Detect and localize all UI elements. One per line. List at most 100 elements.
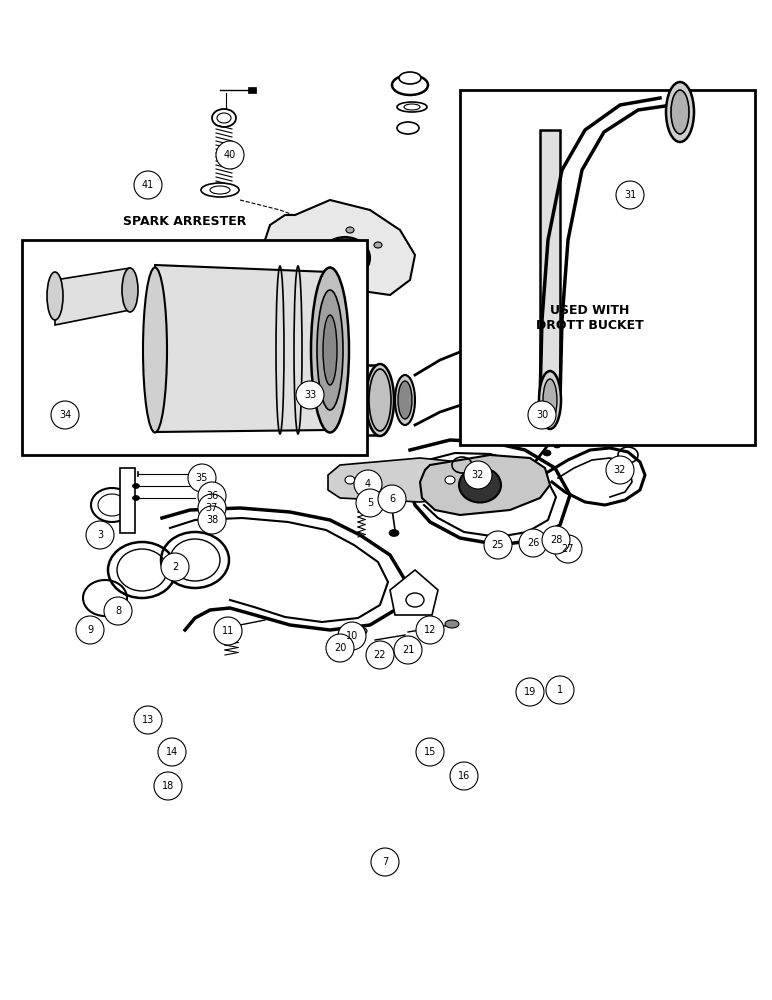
Ellipse shape <box>217 113 231 123</box>
Circle shape <box>450 762 478 790</box>
Circle shape <box>134 171 162 199</box>
Circle shape <box>51 401 79 429</box>
Circle shape <box>326 634 354 662</box>
Text: 2: 2 <box>172 562 178 572</box>
Text: 33: 33 <box>304 390 316 400</box>
Polygon shape <box>420 455 550 515</box>
Ellipse shape <box>143 267 167 432</box>
Ellipse shape <box>445 476 455 484</box>
Circle shape <box>134 706 162 734</box>
Text: USED WITH
DROTT BUCKET: USED WITH DROTT BUCKET <box>536 304 644 332</box>
Circle shape <box>554 535 582 563</box>
Ellipse shape <box>366 364 394 436</box>
Ellipse shape <box>317 290 343 410</box>
Text: 3: 3 <box>97 530 103 540</box>
Ellipse shape <box>201 183 239 197</box>
Circle shape <box>378 485 406 513</box>
Circle shape <box>216 141 244 169</box>
Text: 19: 19 <box>524 687 536 697</box>
Ellipse shape <box>397 122 419 134</box>
Bar <box>460 90 755 445</box>
Ellipse shape <box>543 450 551 456</box>
Circle shape <box>546 676 574 704</box>
Text: 34: 34 <box>59 410 71 420</box>
Text: 30: 30 <box>536 410 548 420</box>
Circle shape <box>198 506 226 534</box>
Ellipse shape <box>122 268 138 312</box>
Ellipse shape <box>212 109 236 127</box>
Ellipse shape <box>392 75 428 95</box>
Ellipse shape <box>369 369 391 431</box>
Circle shape <box>519 529 547 557</box>
Circle shape <box>542 526 570 554</box>
Text: 28: 28 <box>550 535 562 545</box>
Ellipse shape <box>320 237 370 279</box>
Text: 11: 11 <box>222 626 234 636</box>
Ellipse shape <box>389 530 399 536</box>
Ellipse shape <box>311 267 349 432</box>
Circle shape <box>214 617 242 645</box>
Text: 37: 37 <box>206 503 218 513</box>
Ellipse shape <box>539 371 561 429</box>
Ellipse shape <box>345 476 355 484</box>
Text: 40: 40 <box>224 150 236 160</box>
Bar <box>120 468 135 533</box>
Ellipse shape <box>39 398 51 422</box>
Circle shape <box>416 616 444 644</box>
Ellipse shape <box>397 102 427 112</box>
Circle shape <box>516 678 544 706</box>
Circle shape <box>338 622 366 650</box>
Text: 12: 12 <box>424 625 436 635</box>
Text: 16: 16 <box>458 771 470 781</box>
Bar <box>248 87 256 93</box>
Text: 8: 8 <box>115 606 121 616</box>
Ellipse shape <box>404 104 420 110</box>
Text: 32: 32 <box>614 465 626 475</box>
Polygon shape <box>265 200 415 295</box>
Circle shape <box>161 553 189 581</box>
Ellipse shape <box>346 227 354 233</box>
Text: 1: 1 <box>557 685 563 695</box>
Ellipse shape <box>47 272 63 320</box>
Ellipse shape <box>406 593 424 607</box>
Text: 15: 15 <box>424 747 436 757</box>
Ellipse shape <box>210 186 230 194</box>
Circle shape <box>616 181 644 209</box>
Text: 22: 22 <box>374 650 386 660</box>
Text: 18: 18 <box>162 781 174 791</box>
Circle shape <box>296 381 324 409</box>
Circle shape <box>416 738 444 766</box>
Circle shape <box>198 494 226 522</box>
Circle shape <box>354 470 382 498</box>
Text: 26: 26 <box>527 538 539 548</box>
Text: 13: 13 <box>142 715 154 725</box>
Ellipse shape <box>34 392 56 428</box>
Text: 32: 32 <box>472 470 484 480</box>
Text: 4: 4 <box>365 479 371 489</box>
Ellipse shape <box>399 72 421 84</box>
Circle shape <box>366 641 394 669</box>
Bar <box>490 265 512 283</box>
Text: 25: 25 <box>492 540 504 550</box>
Ellipse shape <box>311 245 319 251</box>
Ellipse shape <box>445 620 459 628</box>
Ellipse shape <box>133 495 140 500</box>
Text: 5: 5 <box>367 498 373 508</box>
Ellipse shape <box>666 82 694 142</box>
Text: 6: 6 <box>389 494 395 504</box>
Text: 31: 31 <box>624 190 636 200</box>
Text: 36: 36 <box>206 491 218 501</box>
Ellipse shape <box>133 484 140 488</box>
Text: 7: 7 <box>382 857 388 867</box>
Circle shape <box>394 636 422 664</box>
Polygon shape <box>328 458 468 502</box>
Ellipse shape <box>671 90 689 134</box>
Circle shape <box>464 461 492 489</box>
Polygon shape <box>155 265 330 432</box>
Circle shape <box>188 464 216 492</box>
Ellipse shape <box>398 381 412 419</box>
Text: 14: 14 <box>166 747 178 757</box>
Ellipse shape <box>326 242 364 274</box>
Ellipse shape <box>395 375 415 425</box>
Circle shape <box>158 738 186 766</box>
